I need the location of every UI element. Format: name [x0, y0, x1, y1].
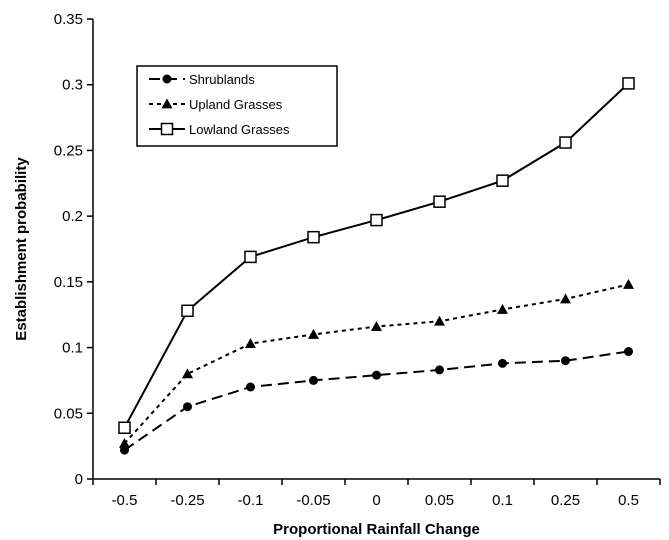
legend-item: Shrublands [149, 72, 255, 87]
data-point [309, 375, 318, 385]
x-tick-label: 0.25 [551, 492, 580, 509]
data-point [244, 250, 257, 264]
legend-item: Lowland Grasses [149, 122, 290, 137]
x-tick-label: 0.5 [618, 492, 639, 509]
legend-marker [160, 122, 174, 136]
y-tick-label: 0.3 [62, 77, 83, 94]
legend-item: Upland Grasses [149, 97, 283, 112]
series-shrublands [120, 347, 633, 455]
data-point [623, 278, 634, 289]
data-point [559, 136, 572, 149]
series-lowland-grasses [118, 77, 635, 434]
y-tick-label: 0.1 [62, 340, 83, 357]
data-point [307, 230, 320, 244]
y-tick-label: 0.15 [54, 274, 83, 291]
y-tick-label: 0.2 [62, 208, 83, 225]
y-tick-label: 0.05 [54, 405, 83, 422]
legend-label: Shrublands [189, 72, 255, 87]
data-point [622, 77, 635, 90]
y-tick-label: 0.35 [54, 11, 83, 28]
data-point [498, 358, 507, 368]
data-point [245, 338, 256, 349]
data-point [118, 421, 131, 434]
y-tick-label: 0 [75, 471, 83, 488]
legend-marker [162, 74, 172, 84]
data-point [246, 382, 255, 392]
data-point [624, 347, 633, 357]
legend-label: Lowland Grasses [189, 122, 290, 137]
x-tick-label: -0.25 [170, 492, 204, 509]
series-upland-grasses [119, 278, 634, 448]
x-tick-label: 0 [372, 492, 380, 509]
x-axis-ticks: -0.5 -0.25 -0.1 -0.05 0 0.05 0.1 0.25 0.5 [92, 479, 661, 509]
legend-label: Upland Grasses [189, 97, 283, 112]
series-line [123, 283, 629, 445]
x-tick-label: 0.1 [492, 492, 513, 509]
y-tick-label: 0.25 [54, 142, 83, 159]
series-layer [118, 77, 635, 455]
x-tick-label: -0.1 [238, 492, 264, 509]
data-point [497, 303, 508, 314]
y-axis-title: Establishment probability [13, 157, 30, 341]
data-point [308, 328, 319, 339]
data-point [434, 315, 445, 326]
x-tick-label: 0.05 [425, 492, 454, 509]
legend-marker [161, 98, 173, 109]
data-point [183, 402, 192, 412]
data-point [119, 438, 130, 448]
data-point [181, 304, 194, 318]
data-point [560, 293, 571, 304]
data-point [372, 370, 381, 380]
data-point [561, 356, 570, 366]
data-point [371, 321, 382, 331]
data-point [435, 365, 444, 375]
x-tick-label: -0.05 [296, 492, 330, 509]
data-point [370, 213, 383, 227]
x-axis-title: Proportional Rainfall Change [273, 521, 480, 538]
data-point [496, 174, 509, 187]
data-point [182, 368, 193, 379]
legend: Shrublands Upland Grasses Lowland Grasses [136, 65, 338, 147]
y-axis-ticks: 0 0.05 0.1 0.15 0.2 0.25 0.3 0.35 [54, 11, 93, 488]
series-line [123, 350, 629, 451]
x-tick-label: -0.5 [112, 492, 138, 509]
data-point [433, 195, 446, 208]
